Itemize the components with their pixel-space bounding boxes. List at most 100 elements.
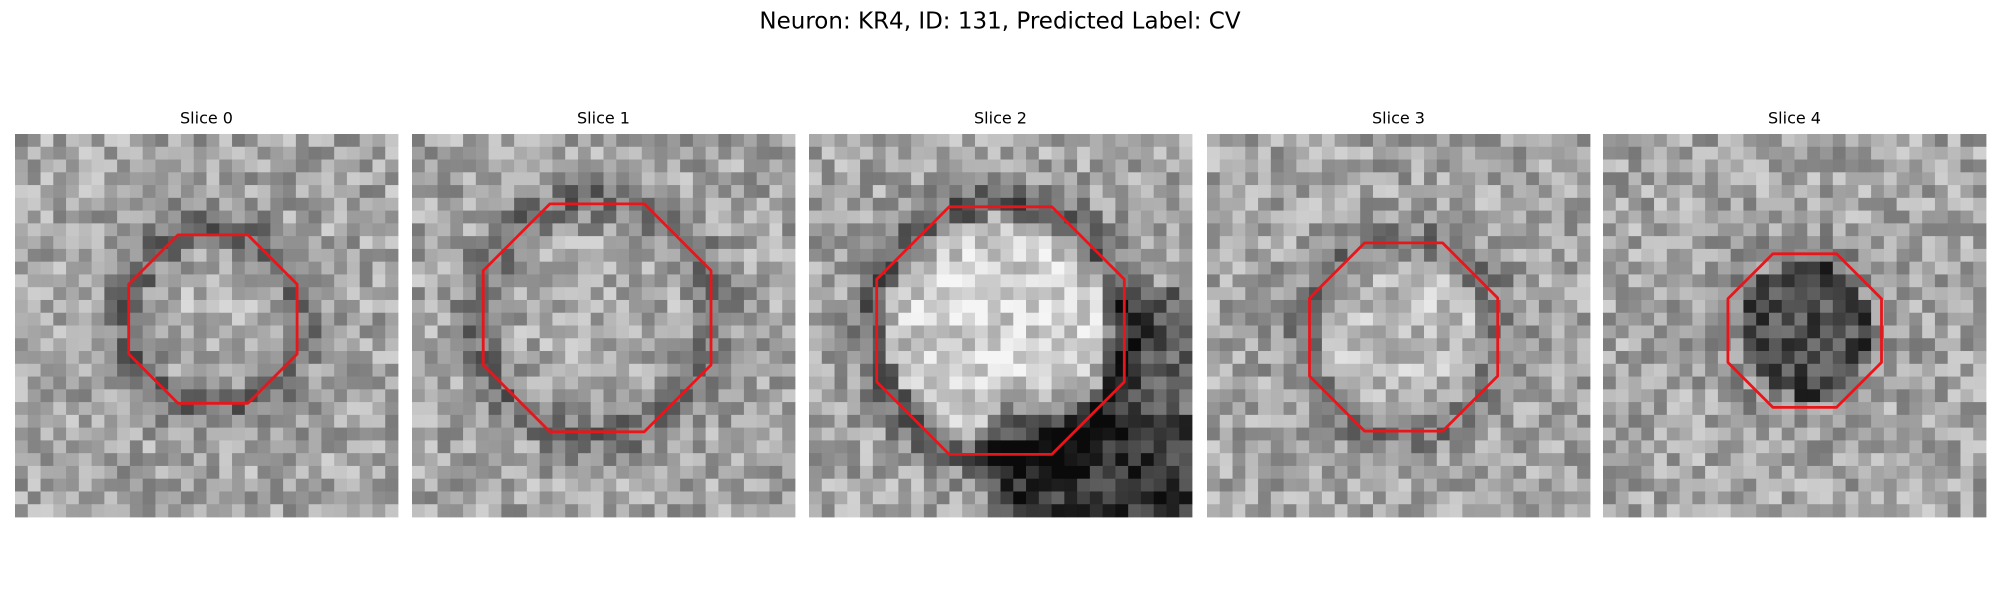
pixel [1309,274,1323,288]
pixel [1102,351,1116,365]
pixel [91,261,105,275]
pixel [104,402,118,416]
pixel [923,299,938,314]
pixel [731,504,745,518]
pixel [847,248,861,263]
pixel [1551,261,1565,275]
pixel [437,210,451,224]
pixel [1411,159,1425,173]
pixel [603,312,617,326]
pixel [180,325,195,339]
pixel [1577,440,1591,454]
pixel [1449,453,1463,467]
pixel [346,274,361,288]
pixel [1526,325,1540,339]
pixel [1564,134,1578,148]
pixel [219,159,233,173]
pixel [1424,287,1438,301]
pixel [117,185,131,199]
pixel [1934,210,1949,224]
pixel [385,325,399,339]
pixel [743,185,758,199]
pixel [769,146,783,160]
pixel [206,223,220,237]
pixel [53,274,67,288]
pixel [1424,453,1438,467]
pixel [129,465,144,480]
pixel [168,223,182,237]
pixel [1449,287,1463,301]
pixel [1883,236,1898,250]
pixel [1717,491,1732,505]
pixel [270,363,284,377]
pixel [1411,134,1425,148]
pixel [168,338,182,352]
pixel [1166,402,1180,416]
pixel [1679,504,1693,518]
pixel [53,491,67,505]
pixel [885,363,899,377]
pixel [1603,440,1617,454]
pixel [834,134,848,148]
pixel [385,248,399,263]
pixel [526,274,541,288]
pixel [1603,491,1617,505]
pixel [1372,453,1387,467]
pixel [1334,478,1348,492]
pixel [1115,248,1129,263]
pixel [809,274,823,288]
pixel [718,389,732,403]
pixel [104,414,118,429]
pixel [1102,414,1116,429]
pixel [53,414,67,429]
pixel [1232,414,1246,429]
pixel [1960,465,1974,480]
pixel [885,210,899,224]
pixel [1679,159,1693,173]
pixel [718,376,732,390]
pixel [283,185,297,199]
pixel [1934,159,1949,173]
pixel [1258,491,1272,505]
pixel [193,210,207,224]
pixel [1538,159,1553,173]
pixel [1166,134,1180,148]
pixel [974,261,989,275]
pixel [743,376,758,390]
pixel [821,440,835,454]
pixel [1679,414,1693,429]
pixel [1807,465,1821,480]
pixel [308,389,322,403]
pixel [1947,363,1961,377]
pixel [1781,376,1795,390]
pixel [987,159,1001,173]
pixel [53,351,67,365]
pixel [936,185,950,199]
pixel [1603,146,1617,160]
pixel [463,338,477,352]
pixel [168,440,182,454]
pixel [987,389,1001,403]
pixel [962,478,976,492]
pixel [577,185,592,199]
pixel [295,414,310,429]
pixel [1743,299,1757,314]
pixel [1960,197,1974,211]
pixel [1845,236,1859,250]
pixel [936,134,950,148]
pixel [1743,287,1757,301]
pixel [334,287,348,301]
pixel [782,414,796,429]
pixel [475,236,489,250]
pixel [1449,172,1463,186]
pixel [1334,287,1348,301]
pixel [1654,185,1668,199]
pixel [1577,236,1591,250]
pixel [53,504,67,518]
pixel [334,236,348,250]
pixel [142,236,156,250]
pixel [1232,223,1246,237]
pixel [359,197,373,211]
pixel [117,159,131,173]
pixel [1743,159,1757,173]
